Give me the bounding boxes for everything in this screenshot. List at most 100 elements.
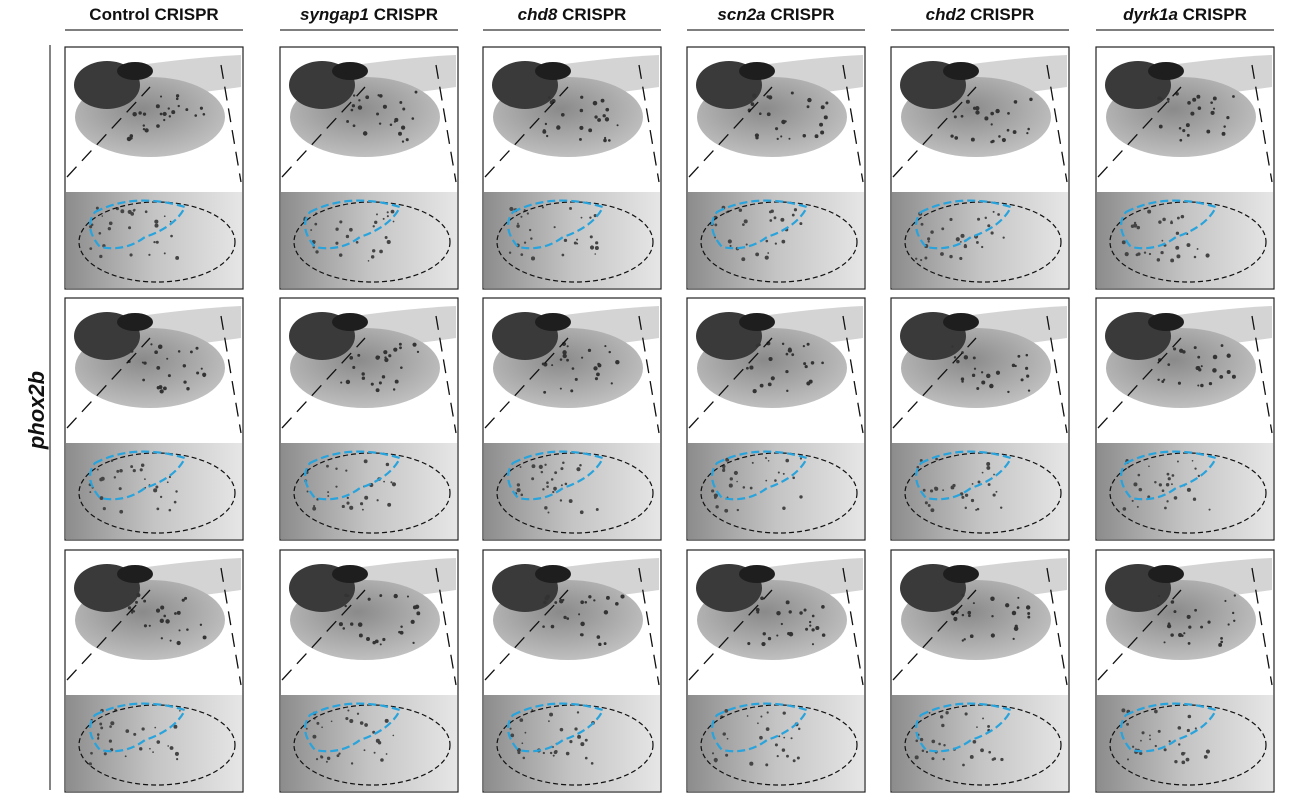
stain-dot <box>199 623 203 626</box>
stain-dot <box>981 471 984 474</box>
stain-dot <box>1025 605 1031 610</box>
stain-dot <box>1203 754 1208 759</box>
header-text: CRISPR <box>970 5 1034 24</box>
stain-dot <box>788 137 791 140</box>
stain-dot <box>919 737 924 742</box>
zoom-image <box>688 695 864 791</box>
stain-dot <box>809 624 812 627</box>
embryo-eye <box>535 313 571 331</box>
stain-dot <box>733 470 738 475</box>
stain-dot <box>1183 632 1186 635</box>
stain-dot <box>132 209 136 212</box>
stain-dot <box>584 600 588 604</box>
stain-dot <box>1137 252 1141 256</box>
zoom-line <box>1046 64 1068 183</box>
stain-dot <box>335 467 338 471</box>
stain-dot <box>970 137 975 142</box>
stain-dot <box>163 215 166 218</box>
stain-dot <box>1193 255 1197 259</box>
gene-name: chd2 <box>926 5 966 24</box>
zoom-image <box>892 192 1068 288</box>
stain-dot <box>560 112 565 117</box>
stain-dot <box>597 118 601 122</box>
stain-dot <box>973 367 977 370</box>
stain-dot <box>972 602 975 605</box>
stain-dot <box>986 465 991 470</box>
stain-dot <box>1124 252 1129 257</box>
stain-dot <box>177 104 180 108</box>
stain-dot <box>385 462 390 467</box>
stain-dot <box>1163 748 1167 752</box>
stain-dot <box>381 375 386 379</box>
stain-dot <box>175 97 179 101</box>
stain-dot <box>990 111 995 116</box>
stain-dot <box>1187 100 1191 105</box>
stain-dot <box>99 254 103 259</box>
stain-dot <box>1223 125 1226 128</box>
zoom-line <box>638 315 660 434</box>
stain-dot <box>363 459 368 464</box>
stain-dot <box>357 622 363 627</box>
stain-dot <box>722 732 726 736</box>
stain-dot <box>509 206 514 212</box>
stain-dot <box>103 752 107 756</box>
stain-dot <box>358 99 361 102</box>
stain-dot <box>559 727 564 732</box>
stain-dot <box>765 239 769 243</box>
stain-dot <box>825 101 829 105</box>
stain-dot <box>130 137 133 140</box>
stain-dot <box>964 493 969 497</box>
stain-dot <box>1016 606 1020 609</box>
stain-dot <box>386 211 389 214</box>
stain-dot <box>124 755 127 758</box>
stain-dot <box>1186 728 1190 733</box>
stain-dot <box>167 745 169 747</box>
stain-dot <box>550 624 555 629</box>
stain-dot <box>325 760 328 763</box>
stain-dot <box>349 356 354 360</box>
stain-dot <box>780 217 785 222</box>
stain-dot <box>760 715 763 718</box>
stain-dot <box>821 605 825 609</box>
stain-dot <box>790 91 794 95</box>
stain-dot <box>143 361 147 365</box>
stain-dot <box>398 342 402 346</box>
stain-dot <box>387 502 392 507</box>
stain-dot <box>774 127 779 131</box>
stain-outline <box>914 199 1013 250</box>
zoom-image <box>484 192 660 288</box>
stain-dot <box>584 756 588 760</box>
stain-dot <box>543 390 547 394</box>
stain-dot <box>989 383 994 389</box>
stain-dot <box>159 618 164 623</box>
embryo-eye <box>117 313 153 331</box>
stain-dot <box>949 254 953 259</box>
stain-dot <box>398 630 401 634</box>
stain-dot <box>741 257 746 262</box>
stain-dot <box>163 614 167 618</box>
stain-dot <box>414 90 418 94</box>
stain-dot <box>922 488 926 492</box>
stain-dot <box>133 732 137 736</box>
stain-dot <box>765 479 768 482</box>
stain-outline <box>710 702 809 753</box>
stain-dot <box>1176 254 1181 259</box>
stain-dot <box>980 371 984 374</box>
stain-dot <box>142 112 147 116</box>
stain-dot <box>1006 128 1010 132</box>
stain-dot <box>764 457 768 460</box>
stain-dot <box>770 209 774 213</box>
stain-dot <box>1140 739 1142 742</box>
stain-dot <box>392 388 396 391</box>
stain-dot <box>510 733 515 738</box>
stain-dot <box>379 643 382 646</box>
stain-dot <box>920 258 923 262</box>
stain-dot <box>377 94 380 97</box>
stain-dot <box>379 94 383 98</box>
stain-dot <box>183 380 187 384</box>
stain-dot <box>1001 137 1006 143</box>
stain-dot <box>714 496 717 499</box>
embryo-eye <box>943 565 979 583</box>
stain-dot <box>580 742 585 747</box>
stain-dot <box>175 256 180 260</box>
